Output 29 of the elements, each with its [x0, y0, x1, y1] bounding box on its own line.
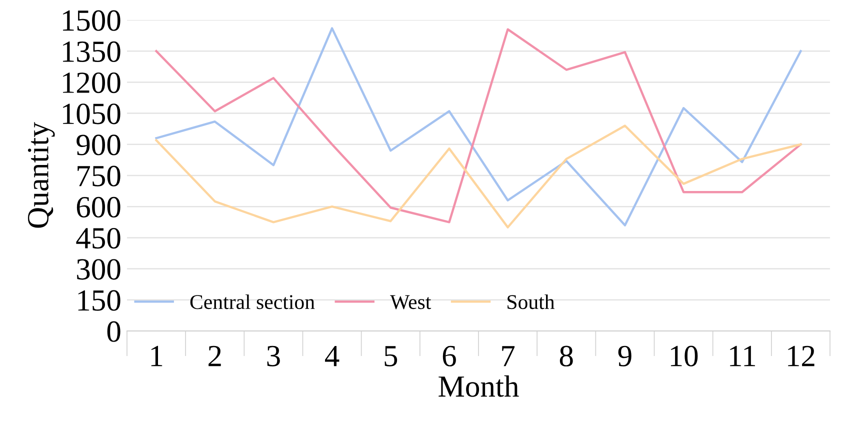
y-axis-title: Quantity [28, 122, 55, 228]
y-tick-label: 1350 [63, 41, 120, 62]
y-tick-label: 750 [78, 166, 120, 186]
x-tick-label: 6 [442, 346, 456, 366]
x-tick-label: 8 [560, 346, 573, 366]
y-tick-label: 1050 [63, 104, 120, 124]
x-tick-label: 5 [384, 346, 398, 366]
y-tick-label: 450 [76, 228, 120, 249]
y-tick-label: 1200 [63, 72, 120, 94]
x-axis-title: Month [438, 375, 519, 397]
x-tick-label: 10 [670, 346, 698, 366]
y-tick-label: 600 [76, 196, 120, 218]
y-tick-label: 1500 [63, 10, 120, 31]
y-tick-label: 900 [76, 134, 120, 156]
x-tick-label: 11 [730, 346, 755, 366]
y-tick-label: 0 [107, 321, 120, 342]
x-tick-label: 1 [151, 346, 162, 366]
x-tick-label: 2 [208, 346, 221, 366]
legend-label: West [390, 295, 432, 310]
x-tick-label: 3 [267, 346, 280, 366]
x-tick-label: 12 [788, 346, 814, 366]
line-series [155, 124, 802, 228]
x-tick-label: 4 [325, 346, 340, 366]
legend-label: South [508, 294, 555, 310]
y-tick-label: 150 [78, 290, 120, 311]
x-tick-label: 9 [618, 346, 632, 366]
y-tick-label: 300 [77, 259, 120, 280]
legend-label: Central section [190, 294, 315, 310]
x-tick-label: 7 [502, 346, 515, 366]
